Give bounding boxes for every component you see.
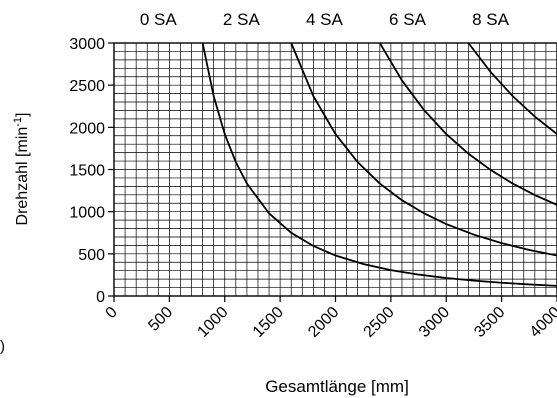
top-labels: 0 SA 2 SA 4 SA 6 SA 8 SA — [140, 10, 510, 29]
top-label: 8 SA — [472, 10, 510, 29]
y-axis-title-main: Drehzahl [min — [14, 127, 31, 226]
curves — [201, 42, 557, 287]
speed-curve — [379, 42, 557, 206]
y-tick-labels: 0 500 1000 1500 2000 2500 3000 — [69, 36, 105, 306]
top-label: 6 SA — [389, 10, 427, 29]
x-tick-label: 2000 — [305, 304, 342, 341]
y-tick-label: 3000 — [69, 36, 105, 53]
x-tick-label: 4000 — [527, 304, 557, 341]
x-tick-label: 1500 — [250, 304, 287, 341]
stray-paren: ) — [0, 338, 5, 355]
y-tick-label: 1000 — [69, 205, 105, 222]
x-tick-label: 3000 — [416, 304, 453, 341]
x-axis-title: Gesamtlänge [mm] — [265, 377, 409, 396]
x-tick-label: 3500 — [471, 304, 508, 341]
y-axis-title-end: ] — [14, 113, 31, 117]
y-tick-label: 500 — [78, 247, 105, 264]
speed-curve — [467, 42, 557, 135]
x-tick-labels: 0 500 1000 1500 2000 2500 3000 3500 4000 — [103, 304, 557, 341]
x-tick-label: 500 — [145, 304, 176, 335]
x-tick-label: 1000 — [194, 304, 231, 341]
top-label: 4 SA — [306, 10, 344, 29]
top-label: 0 SA — [140, 10, 178, 29]
x-tick-label: 0 — [103, 304, 121, 322]
speed-curve — [290, 42, 557, 257]
plot-frame — [113, 42, 557, 297]
y-tick-label: 2000 — [69, 120, 105, 137]
axis-ticks — [108, 42, 557, 302]
y-axis-title-superscript: -1 — [12, 117, 24, 127]
y-tick-label: 2500 — [69, 78, 105, 95]
y-axis-title: Drehzahl [min-1] — [12, 113, 31, 226]
y-tick-label: 0 — [96, 289, 105, 306]
y-tick-label: 1500 — [69, 163, 105, 180]
x-tick-label: 2500 — [361, 304, 398, 341]
top-label: 2 SA — [223, 10, 261, 29]
speed-curve — [201, 42, 557, 287]
